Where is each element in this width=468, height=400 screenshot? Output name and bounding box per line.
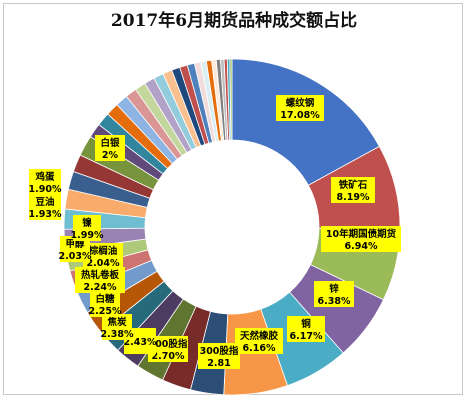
slice-label-name: 铜 (301, 318, 311, 330)
slice-label-value: 6.16% (243, 343, 276, 354)
slice-label-name: 白糖 (95, 293, 115, 305)
slice-label-name: 300股指 (149, 338, 188, 350)
slice-label-name: 镍 (82, 217, 92, 229)
slice-label: 镍1.99% (71, 215, 104, 241)
label-box (90, 291, 120, 317)
label-box (235, 328, 283, 354)
label-box (75, 267, 125, 293)
slice-label: 豆油1.93% (29, 194, 62, 220)
slice-label-value: 1.90% (29, 184, 62, 195)
slice-label: 焦炭2.38% (101, 314, 134, 340)
slice-label-value: 2.70% (152, 351, 185, 362)
slice-label-name: 棕榈油 (88, 245, 118, 257)
label-box (29, 194, 61, 220)
slice-label-value: 1.99% (71, 230, 104, 241)
slice-label-name: 焦炭 (106, 316, 127, 328)
label-box (198, 343, 240, 369)
label-box (331, 177, 375, 203)
chart-title: 2017年6月期货品种成交额占比 (110, 11, 358, 31)
slice-label-name: 豆油 (35, 196, 54, 208)
slice-label-name: 热轧卷板 (81, 269, 120, 281)
slice-label-value: 2.03% (59, 251, 92, 262)
slice-label-value: 17.08% (280, 110, 320, 121)
slice-label-value: 1.93% (29, 209, 62, 220)
slice-label-value: 2.24% (84, 282, 117, 293)
slice-label: 铜6.17% (287, 316, 325, 342)
slice-label-value: 2.43% (124, 337, 157, 348)
slice-label-value: 6.38% (318, 296, 351, 307)
slice-label-value: 6.17% (290, 331, 323, 342)
label-box (314, 281, 354, 307)
slice-label: 鸡蛋1.90% (29, 169, 62, 195)
slice-label-name: 铁矿石 (339, 179, 368, 191)
label-box (276, 95, 324, 121)
label-box (321, 226, 401, 252)
slice-label-value: 2.81 (207, 358, 230, 369)
donut-slice (229, 58, 233, 141)
slice-label-value: 6.94% (345, 241, 378, 252)
slice-label: 白糖2.25% (89, 291, 122, 317)
slice-label-name: 300股指 (200, 345, 239, 357)
slice-label-name: 白银 (100, 137, 120, 149)
slice-label-value: 2.38% (101, 329, 134, 340)
slice-label-name: 10年期国债期货 (326, 228, 397, 240)
slice-label-value: 2% (102, 150, 119, 161)
donut-slice (231, 58, 380, 186)
slice-label: 白银2% (95, 135, 125, 161)
slice-label-name: 螺纹钢 (286, 97, 315, 109)
slice-label-name: 鸡蛋 (34, 171, 55, 183)
slice-label: 锌6.38% (314, 281, 354, 307)
label-box (73, 215, 101, 241)
label-box (102, 314, 132, 340)
label-box (29, 169, 61, 195)
slice-label-value: 2.25% (89, 306, 122, 317)
slice-label-value: 2.04% (87, 258, 120, 269)
slice-label-value: 8.19% (337, 192, 370, 203)
label-box (95, 135, 125, 161)
label-box (287, 316, 325, 342)
slice-label-name: 锌 (329, 283, 339, 295)
slice-label-name: 天然橡胶 (240, 330, 279, 342)
